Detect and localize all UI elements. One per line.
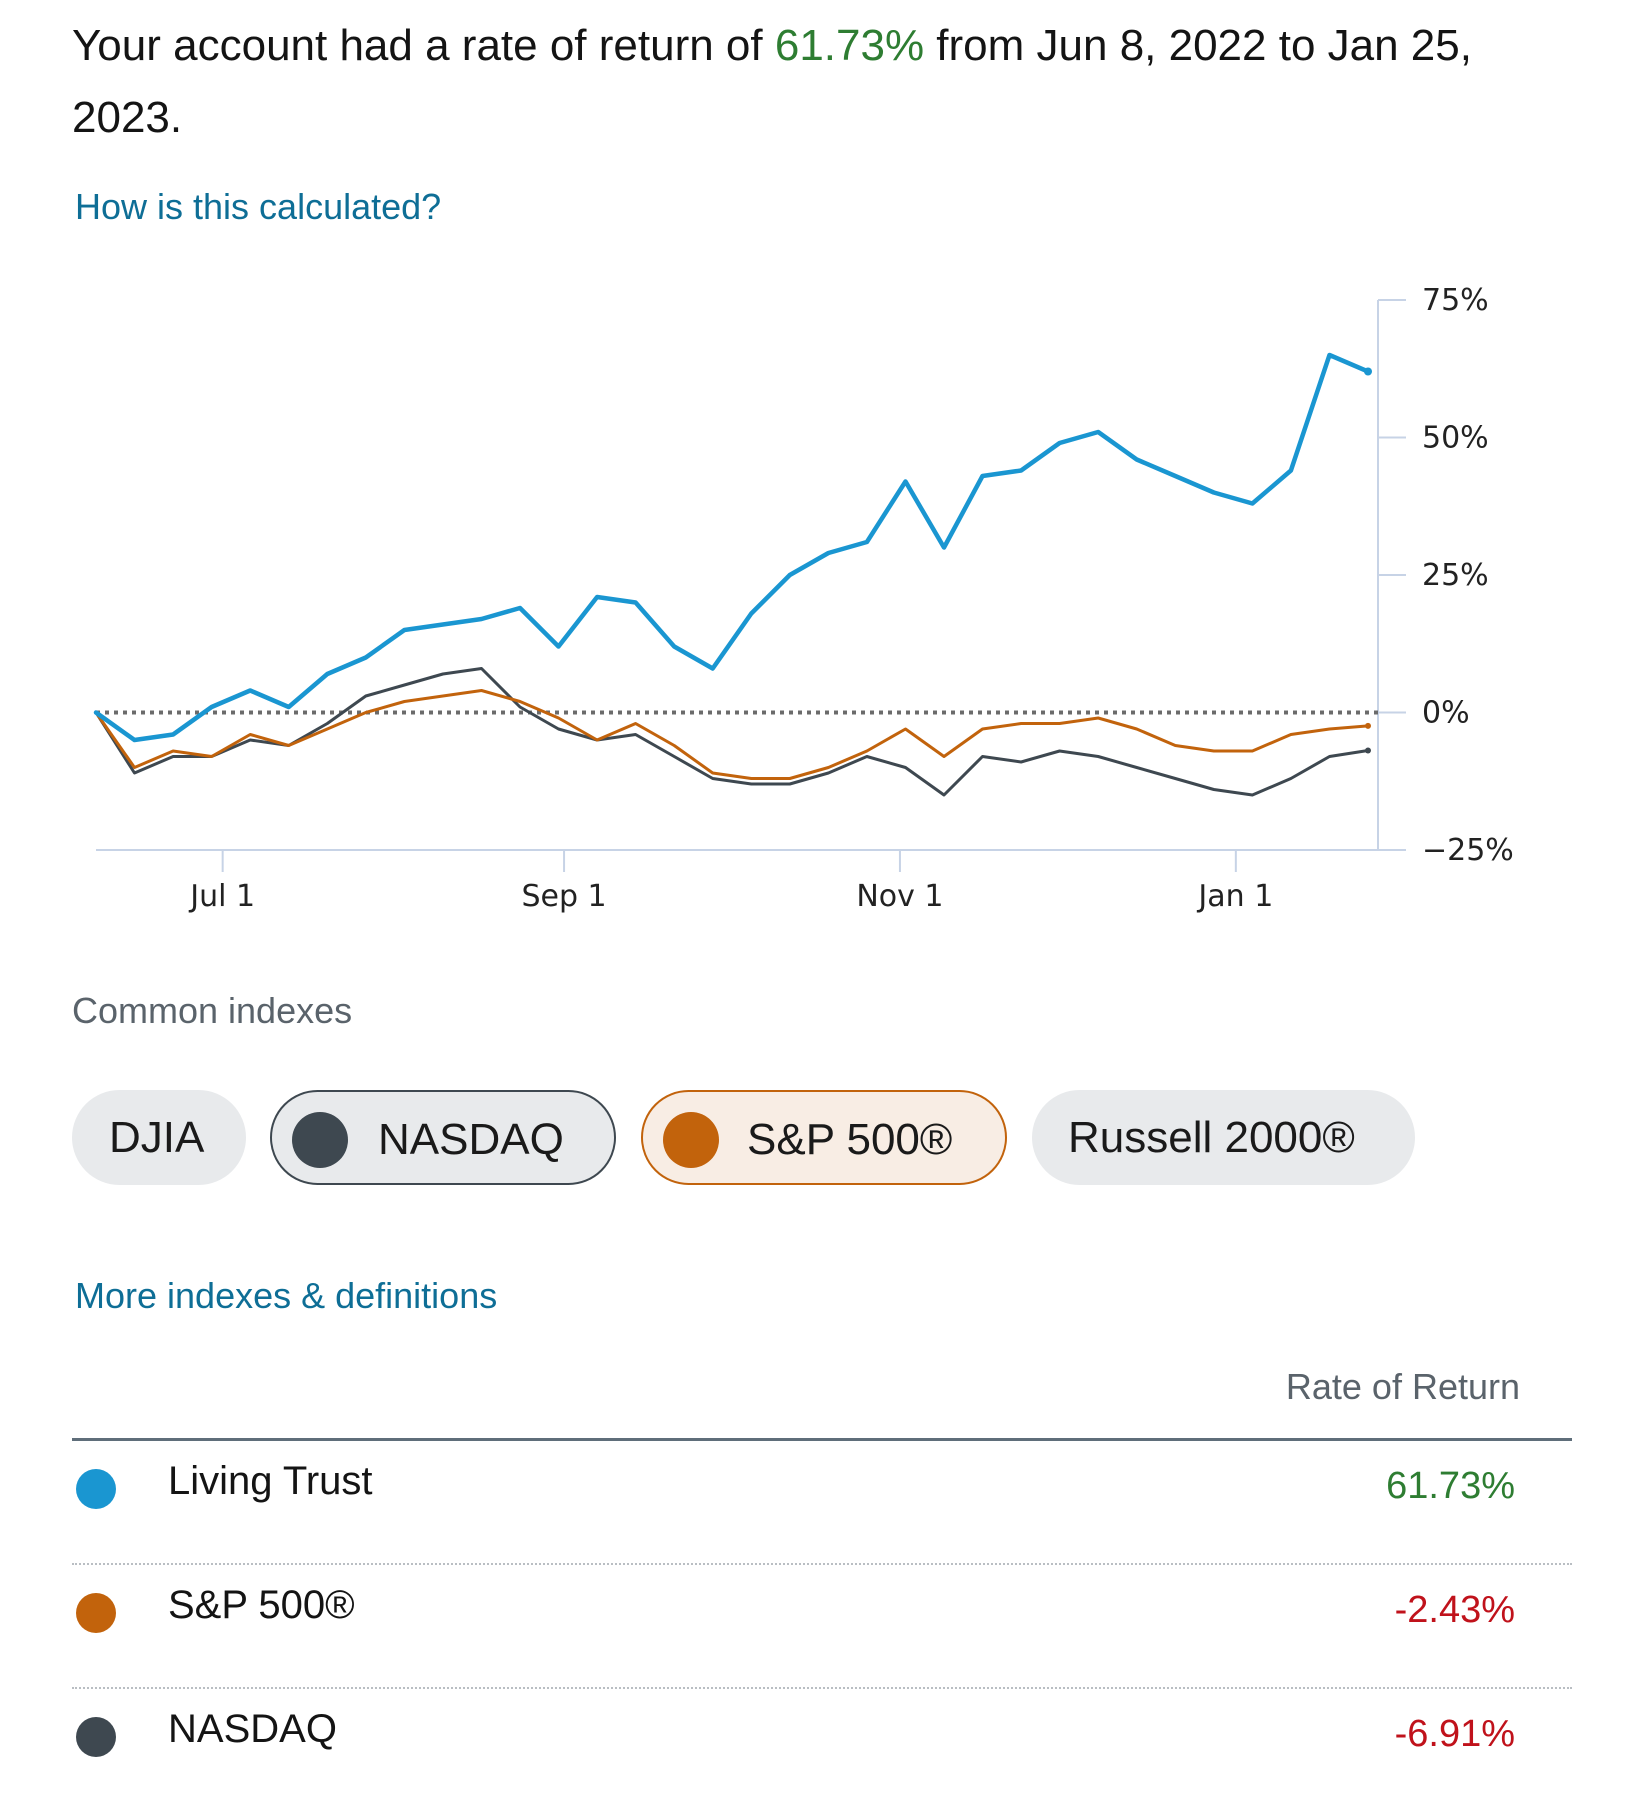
series-line-living-trust [93,352,1371,743]
series-end-point-nasdaq [1365,747,1371,754]
series-end-point-living-trust [1364,367,1372,376]
x-tick-label: Sep 1 [521,879,606,914]
rate-of-return-panel: Your account had a rate of return of 61.… [72,10,1572,1757]
summary-prefix: Your account had a rate of return of [72,21,775,70]
sp500-color-dot [663,1112,719,1168]
x-tick-label: Nov 1 [856,879,943,914]
row-name: Living Trust [168,1459,373,1503]
row-name: NASDAQ [168,1707,337,1751]
return-chart: 75% 50% 25% 0% −25% Jul 1 Sep 1 Nov 1 Jan 1 [93,283,1514,914]
y-tick-label: 25% [1422,558,1489,593]
common-indexes-heading: Common indexes [72,990,353,1031]
summary-suffix: from Jun 8, 2022 to Jan 25, 2023. [72,21,1472,142]
index-pill-sp500[interactable]: S&P 500® [641,1090,1007,1185]
row-rate-of-return: -2.43% [1394,1589,1515,1631]
how-calculated-link[interactable]: How is this calculated? [75,186,442,227]
nasdaq-color-dot [292,1112,348,1168]
index-pill-nasdaq[interactable]: NASDAQ [270,1090,616,1185]
x-tick-label: Jul 1 [188,879,255,914]
return-summary: Your account had a rate of return of 61.… [72,10,1572,154]
pill-label: NASDAQ [378,1115,564,1164]
index-pill-russell2000[interactable]: Russell 2000® [1032,1090,1415,1185]
row-separator [72,1687,1572,1689]
row-separator [72,1563,1572,1565]
series-end-point-s-p-500 [1365,722,1371,729]
pill-label: S&P 500® [747,1115,953,1164]
y-tick-label: −25% [1422,833,1514,868]
chart-ticks: 75% 50% 25% 0% −25% Jul 1 Sep 1 Nov 1 Jan 1 [188,283,1514,914]
y-tick-label: 50% [1422,421,1489,456]
row-rate-of-return: -6.91% [1394,1713,1515,1755]
summary-rate: 61.73% [774,21,925,70]
x-tick-label: Jan 1 [1196,879,1273,914]
series-line-s-p-500 [94,689,1370,780]
table-row: Living Trust 61.73% [72,1441,1572,1565]
series-color-dot [76,1593,116,1633]
row-name: S&P 500® [168,1583,355,1627]
chart-series [93,352,1372,797]
more-indexes-link[interactable]: More indexes & definitions [75,1275,498,1316]
pill-label: Russell 2000® [1068,1113,1355,1162]
rate-of-return-header: Rate of Return [1285,1366,1520,1407]
table-row: NASDAQ -6.91% [72,1689,1572,1813]
y-tick-label: 0% [1422,696,1470,731]
pill-label: DJIA [109,1113,205,1162]
y-tick-label: 75% [1422,283,1489,318]
chart-grid [96,300,1379,851]
index-pill-djia[interactable]: DJIA [72,1090,246,1185]
series-color-dot [76,1717,116,1757]
series-color-dot [76,1469,116,1509]
row-rate-of-return: 61.73% [1386,1465,1515,1507]
table-divider [72,1438,1572,1441]
series-line-nasdaq [94,667,1370,797]
table-row: S&P 500® -2.43% [72,1565,1572,1689]
